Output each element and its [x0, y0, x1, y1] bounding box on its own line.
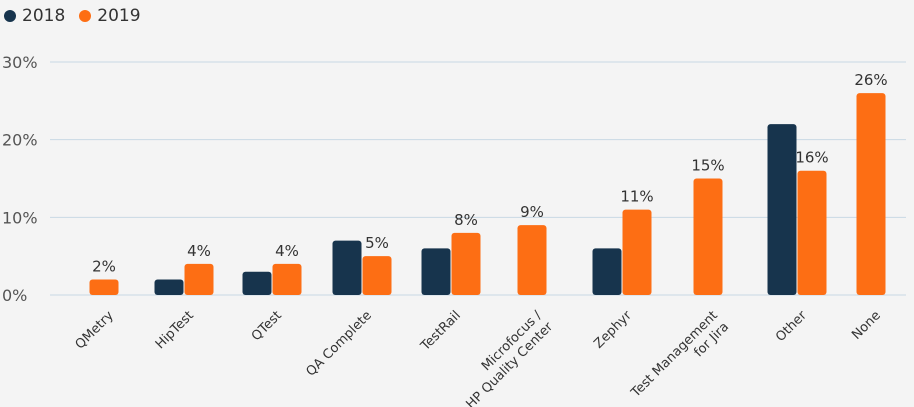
y-tick-label: 0% — [2, 286, 27, 305]
data-label: 15% — [691, 157, 724, 175]
legend-swatch-2019 — [79, 10, 92, 22]
legend-label-2018: 2018 — [22, 6, 66, 26]
data-label: 11% — [620, 188, 653, 206]
x-tick-label-line: Zephyr — [591, 308, 635, 352]
bar-2019 — [856, 93, 886, 295]
bar-2019 — [622, 209, 652, 295]
bar-2019 — [272, 263, 302, 295]
x-tick-label-line: HipTest — [153, 308, 197, 352]
bar-2019 — [693, 178, 723, 295]
bar-2019 — [451, 232, 481, 295]
x-tick-label: QMetry — [73, 308, 117, 352]
bar-2019 — [362, 256, 392, 295]
bar-2019 — [184, 263, 214, 295]
x-tick-label: None — [849, 308, 884, 343]
x-tick-label: Test Managementfor Jira — [628, 308, 732, 407]
data-label: 4% — [275, 242, 299, 260]
data-label: 16% — [795, 149, 828, 167]
x-tick-label-line: Other — [773, 308, 810, 345]
x-tick-label: QA Complete — [303, 308, 374, 379]
x-tick-label: Microfocus /HP Quality Center — [452, 308, 556, 407]
data-label: 8% — [454, 211, 478, 229]
bar-2019 — [517, 225, 547, 295]
x-tick-label-line: TestRail — [417, 308, 463, 354]
x-tick-label: TestRail — [417, 308, 463, 354]
data-label: 5% — [365, 234, 389, 252]
legend: 2018 2019 — [4, 6, 155, 26]
y-tick-label: 20% — [2, 131, 38, 150]
x-tick-label-line: QTest — [249, 308, 285, 344]
legend-item-2018[interactable]: 2018 — [4, 6, 65, 26]
bar-2018 — [242, 271, 272, 295]
y-tick-label: 30% — [2, 53, 38, 72]
y-tick-label: 10% — [2, 208, 38, 227]
bar-2018 — [767, 124, 797, 295]
x-tick-label: Zephyr — [591, 308, 635, 352]
legend-label-2019: 2019 — [97, 6, 141, 26]
bar-2019 — [797, 170, 827, 295]
data-label: 4% — [187, 242, 211, 260]
data-label: 9% — [520, 203, 544, 221]
x-tick-label-line: None — [849, 308, 884, 343]
bar-2018 — [592, 248, 622, 295]
legend-item-2019[interactable]: 2019 — [79, 6, 141, 26]
x-tick-label-line: QA Complete — [303, 308, 374, 379]
data-label: 2% — [92, 257, 116, 275]
bar-2018 — [421, 248, 451, 295]
x-tick-label: Other — [773, 308, 810, 345]
bar-2018 — [154, 279, 184, 295]
x-tick-label: HipTest — [153, 308, 197, 352]
bar-2019 — [89, 279, 119, 295]
x-tick-label: QTest — [249, 308, 285, 344]
bar-2018 — [332, 240, 362, 295]
legend-swatch-2018 — [4, 10, 16, 22]
x-tick-label-line: QMetry — [73, 308, 117, 352]
data-label: 26% — [854, 71, 887, 89]
